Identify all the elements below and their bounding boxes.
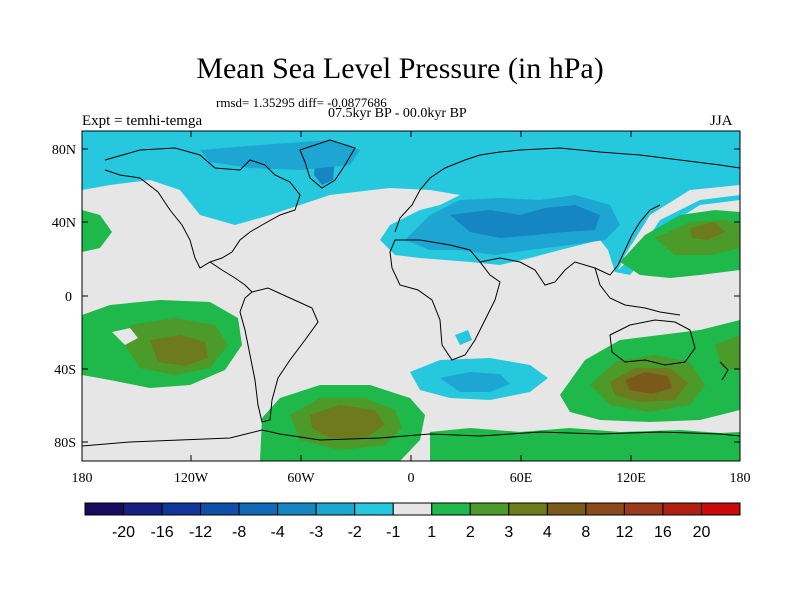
colorbar-box <box>392 502 433 516</box>
colorbar-box <box>200 502 240 516</box>
lat-label-0: 0 <box>65 290 72 305</box>
contour-madagascar-blue <box>455 330 472 345</box>
colorbar-label: -16 <box>150 524 173 541</box>
coast-africa <box>389 239 501 361</box>
season-label: JJA <box>710 113 733 129</box>
colorbar-label: -1 <box>386 524 400 541</box>
contour-antarctic-green <box>430 428 740 461</box>
lon-label-0: 0 <box>408 471 415 486</box>
colorbar-box <box>431 502 471 516</box>
colorbar-label: -8 <box>232 524 246 541</box>
lon-label-60e: 60E <box>510 471 533 486</box>
lon-label-180w: 180 <box>72 471 93 486</box>
colorbar-box <box>84 502 125 516</box>
colorbar-box <box>469 502 510 516</box>
coast-se-asia <box>594 267 681 316</box>
colorbar-label: 2 <box>466 524 475 541</box>
lon-label-60w: 60W <box>287 471 315 486</box>
lat-label-40s: 40S <box>54 363 76 378</box>
colorbar-box <box>623 502 664 516</box>
coast-antarctica <box>82 429 740 447</box>
axis-ticks <box>82 131 740 461</box>
coast-south-america <box>239 287 319 423</box>
contour-south-indian-core <box>440 372 510 392</box>
colorbar-box <box>315 502 356 516</box>
coast-north-america <box>104 147 301 269</box>
colorbar: -20 -16 -12 -8 -4 -3 -2 -1 1 2 3 4 8 12 16 20 <box>84 502 741 541</box>
colorbar-label: 8 <box>581 524 590 541</box>
colorbar-label: -4 <box>271 524 285 541</box>
experiment-label: Expt = temhi-temga <box>82 113 203 129</box>
pressure-field <box>82 131 740 461</box>
lon-label-180e: 180 <box>730 471 751 486</box>
lat-label-80s: 80S <box>54 436 76 451</box>
colorbar-label: 12 <box>616 524 634 541</box>
lon-label-120w: 120W <box>174 471 209 486</box>
colorbar-box <box>277 502 317 516</box>
coast-asia <box>479 147 740 286</box>
colorbar-box <box>354 502 394 516</box>
coastlines <box>82 139 740 447</box>
contour-eurasia-core <box>450 205 600 238</box>
lat-label-80n: 80N <box>52 143 76 158</box>
period-text: 07.5kyr BP - 00.0kyr BP <box>328 106 467 121</box>
colorbar-label: -20 <box>112 524 135 541</box>
colorbar-label: 1 <box>427 524 436 541</box>
coast-greenland <box>299 139 356 189</box>
colorbar-box <box>123 502 163 516</box>
colorbar-label: 4 <box>543 524 552 541</box>
contour-south-indian-brown <box>625 372 672 394</box>
colorbar-box <box>161 502 202 516</box>
stats-text: rmsd= 1.35295 diff= -0.0877686 <box>216 95 387 110</box>
contour-north-pacific-olive <box>690 222 725 240</box>
coast-europe <box>394 149 521 233</box>
colorbar-box <box>508 502 548 516</box>
lat-label-40n: 40N <box>52 216 76 231</box>
colorbar-label: 20 <box>693 524 711 541</box>
contour-pacific-island-gray <box>112 328 138 345</box>
colorbar-box <box>700 502 741 516</box>
colorbar-box <box>585 502 625 516</box>
colorbar-label: -3 <box>309 524 323 541</box>
coast-new-zealand <box>719 361 729 381</box>
page-title: Mean Sea Level Pressure (in hPa) <box>196 52 604 85</box>
colorbar-label: -12 <box>189 524 212 541</box>
colorbar-box <box>662 502 702 516</box>
colorbar-label: -2 <box>348 524 362 541</box>
contour-west-pacific-green <box>82 210 112 252</box>
colorbar-label: 3 <box>504 524 513 541</box>
colorbar-box <box>546 502 587 516</box>
contour-tasman-dark <box>715 335 740 370</box>
contour-south-atlantic-olive <box>310 405 385 438</box>
contour-south-pacific-olive <box>150 335 208 366</box>
colorbar-label: 16 <box>654 524 672 541</box>
colorbar-box <box>238 502 279 516</box>
coast-central-america <box>209 261 253 293</box>
lon-label-120e: 120E <box>616 471 646 486</box>
contour-arctic-mid <box>200 140 360 170</box>
coast-australia <box>609 319 696 366</box>
